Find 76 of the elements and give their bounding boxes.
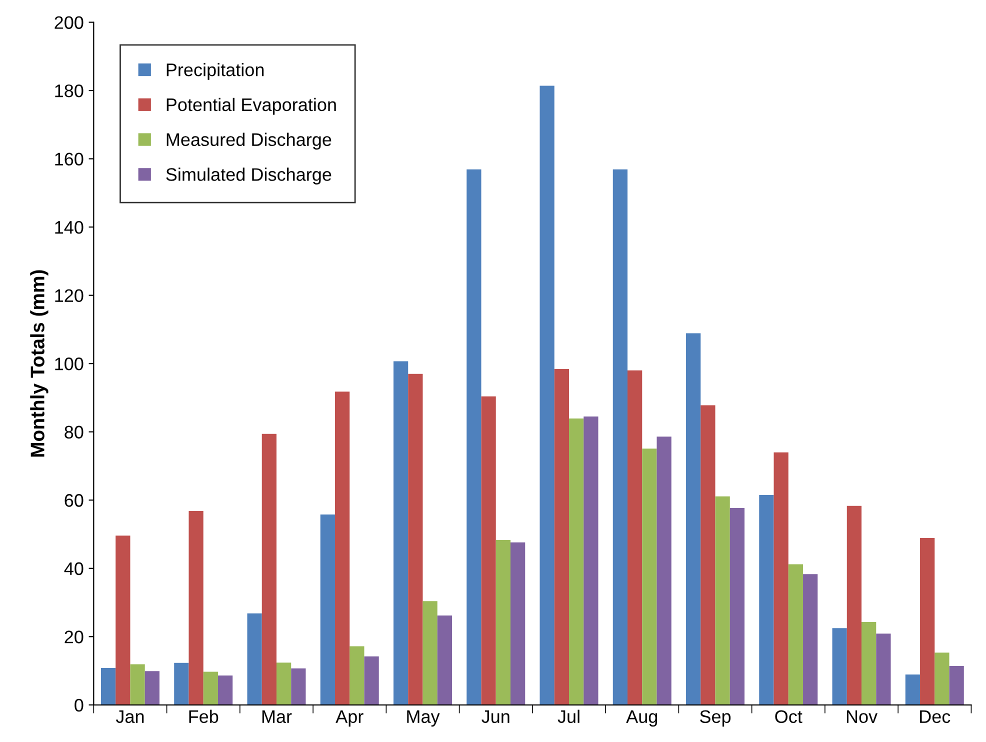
bar	[759, 494, 774, 705]
bar	[350, 646, 364, 705]
bar	[276, 662, 292, 705]
bar	[408, 374, 423, 705]
x-tick-label: Nov	[846, 710, 878, 724]
legend-label: Measured Discharge	[166, 132, 332, 150]
bar	[393, 361, 408, 705]
bar	[100, 668, 116, 705]
bar	[144, 671, 160, 705]
bar	[832, 628, 847, 705]
bar	[188, 511, 204, 705]
bar	[876, 634, 891, 705]
bar	[130, 664, 145, 705]
bar	[920, 538, 935, 705]
y-tick-label: 100	[55, 358, 84, 370]
x-tick-label: Jun	[482, 710, 510, 724]
x-tick-label: Apr	[336, 710, 364, 727]
bar	[612, 169, 628, 705]
bar	[291, 668, 306, 705]
bar	[569, 418, 584, 705]
y-tick-label: 0	[74, 698, 84, 712]
bar	[422, 601, 438, 705]
legend-label: Potential Evaporation	[166, 98, 336, 115]
bar	[174, 662, 189, 705]
bar	[364, 656, 379, 705]
x-tick-label: Oct	[775, 710, 802, 724]
x-tick-label: Jul	[558, 710, 580, 724]
y-tick-label: 160	[55, 152, 84, 166]
bar	[116, 536, 130, 705]
bar	[334, 392, 350, 705]
x-tick-label: Jan	[116, 710, 144, 724]
x-tick-label: Feb	[189, 710, 218, 724]
y-axis-title: Monthly Totals (mm)	[30, 270, 48, 457]
bar	[700, 405, 716, 705]
y-tick-label: 80	[64, 426, 84, 439]
bar	[905, 674, 920, 705]
bar	[262, 434, 276, 705]
bar	[686, 333, 701, 705]
bar	[584, 416, 598, 705]
x-tick-label: Mar	[262, 710, 292, 724]
y-tick-label: 140	[55, 220, 84, 234]
bar	[715, 496, 730, 705]
y-tick-label: 20	[64, 630, 84, 644]
bar	[320, 514, 335, 705]
y-tick-label: 180	[55, 84, 84, 98]
y-tick-label: 60	[64, 494, 84, 507]
bar	[247, 613, 262, 705]
bar	[496, 540, 510, 705]
bar	[656, 436, 672, 705]
x-tick-label: Dec	[920, 710, 950, 724]
bar	[510, 542, 526, 705]
bar	[803, 574, 818, 705]
legend-label: Precipitation	[166, 62, 264, 80]
y-tick-label: 200	[54, 16, 84, 29]
bar	[846, 506, 862, 705]
bar	[642, 448, 657, 705]
x-tick-label: Aug	[626, 710, 658, 727]
bar	[628, 370, 642, 705]
bar	[203, 672, 218, 705]
bar	[437, 615, 452, 705]
bar	[218, 676, 233, 705]
y-tick-label: 40	[64, 562, 84, 576]
bar	[466, 169, 482, 705]
bar	[862, 622, 876, 705]
x-tick-label: Sep	[700, 710, 731, 727]
bar	[540, 86, 554, 705]
bar	[481, 396, 496, 705]
bar	[774, 452, 788, 705]
legend-label: Simulated Discharge	[166, 168, 332, 184]
bar	[554, 369, 570, 705]
bar	[730, 508, 745, 705]
bar	[788, 564, 804, 705]
y-tick-label: 120	[55, 289, 84, 302]
bar	[934, 652, 950, 705]
bar	[949, 666, 964, 705]
x-tick-label: May	[407, 710, 440, 727]
